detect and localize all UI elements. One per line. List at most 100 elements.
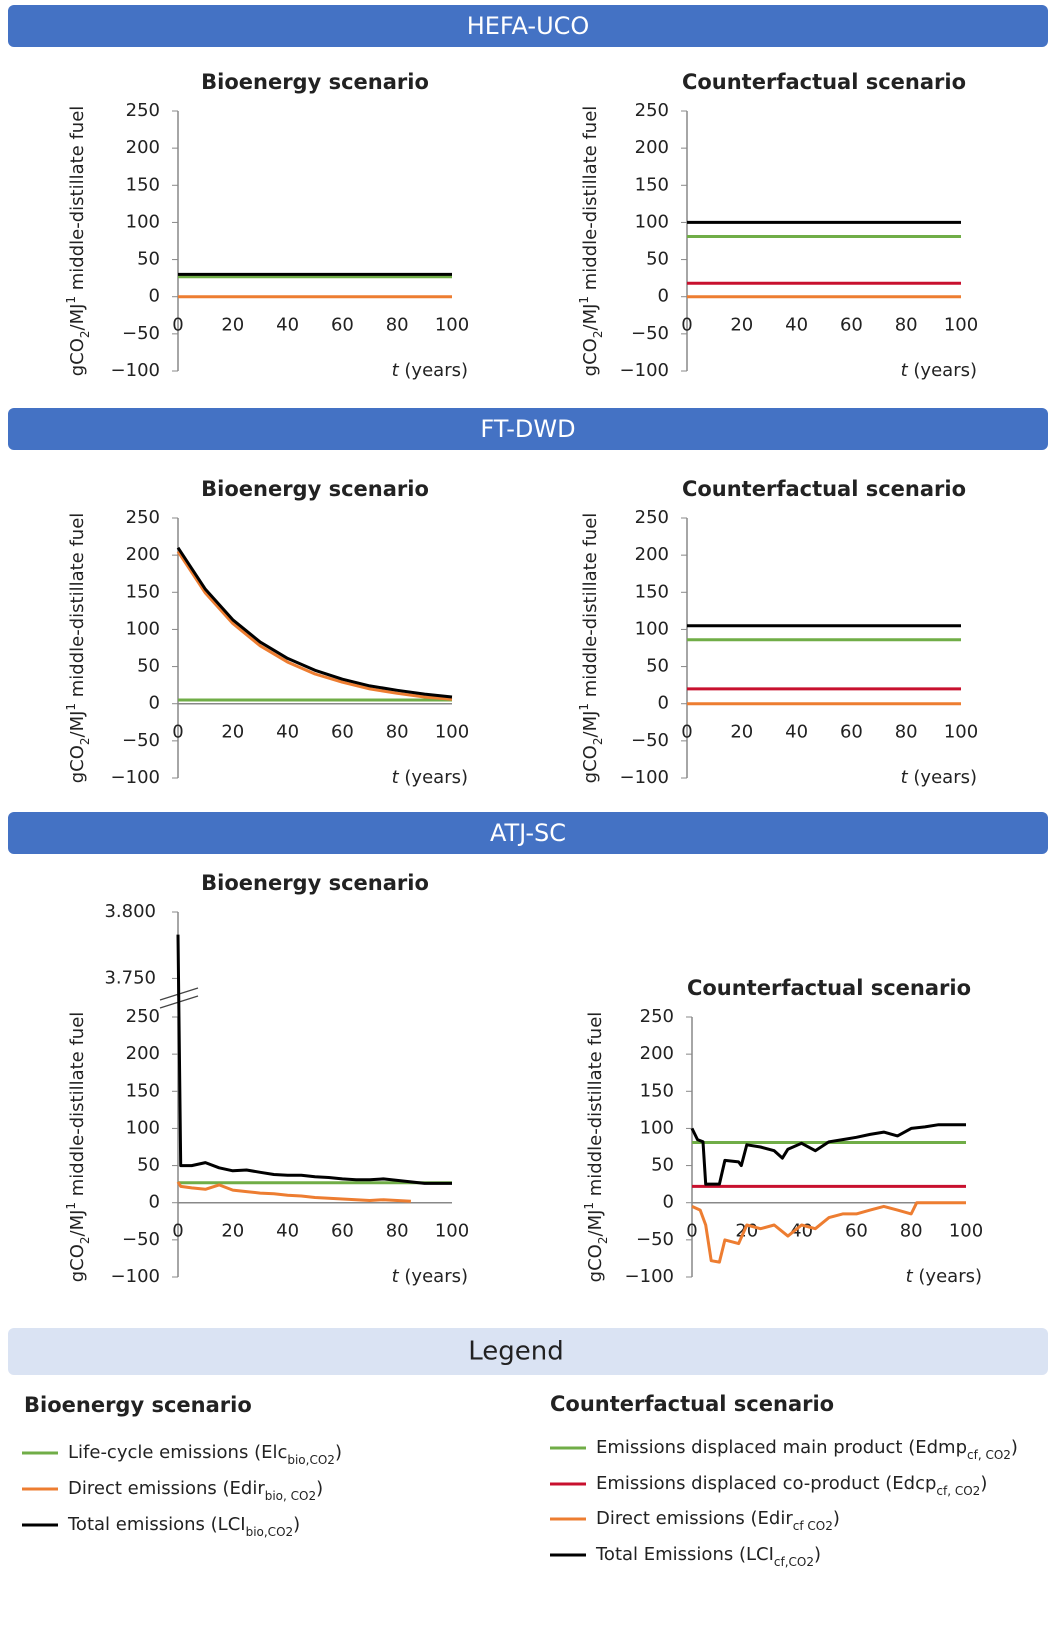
y-axis-label: gCO2/MJ1 middle-distillate fuel xyxy=(577,106,605,377)
y-axis-label: gCO2/MJ1 middle-distillate fuel xyxy=(577,513,605,784)
y-axis-label-part: 1 xyxy=(64,703,78,711)
data-line xyxy=(176,550,453,701)
x-axis-label: t (years) xyxy=(392,1266,468,1287)
x-axis-label-part: (years) xyxy=(908,360,977,381)
y-tick-label: 200 xyxy=(635,137,669,158)
y-axis-label-part: gCO xyxy=(67,338,88,376)
data-line xyxy=(176,1181,411,1203)
y-tick-label: 50 xyxy=(137,1155,160,1176)
y-tick-label: 150 xyxy=(635,581,669,602)
x-tick-label: 0 xyxy=(681,722,692,743)
y-tick-label: −50 xyxy=(631,323,669,344)
y-tick-label: 0 xyxy=(658,693,669,714)
legend-label-end: ) xyxy=(293,1514,300,1535)
legend-label-sub: cf, CO2 xyxy=(936,1484,980,1498)
y-tick-label: 200 xyxy=(640,1043,674,1064)
section-bar xyxy=(8,408,1048,450)
y-tick-label: −50 xyxy=(122,1229,160,1250)
y-tick-label: −50 xyxy=(631,730,669,751)
y-tick-label: −100 xyxy=(620,360,669,381)
legend-label-end: ) xyxy=(814,1544,821,1565)
x-tick-label: 100 xyxy=(944,315,978,336)
legend-label: Total Emissions (LCIcf,CO2) xyxy=(595,1544,821,1569)
x-axis-label-part: t xyxy=(392,360,400,381)
legend-label-text: Emissions displaced co-product (Edcp xyxy=(596,1473,936,1494)
x-axis-label-part: (years) xyxy=(908,767,977,788)
x-axis-label-part: (years) xyxy=(399,767,468,788)
legend-label: Direct emissions (Edirbio, CO2) xyxy=(68,1478,323,1503)
y-tick-label: 100 xyxy=(635,211,669,232)
legend-label-text: Emissions displaced main product (Edmp xyxy=(596,1437,967,1458)
y-tick-label: 3.750 xyxy=(104,967,156,988)
y-tick-label: 100 xyxy=(640,1117,674,1138)
y-tick-label: 100 xyxy=(635,618,669,639)
y-axis-label: gCO2/MJ1 middle-distillate fuel xyxy=(582,1012,610,1283)
chart-title: Counterfactual scenario xyxy=(687,976,971,1000)
y-axis-label-part: 2 xyxy=(591,737,605,745)
y-tick-label: −100 xyxy=(111,1266,160,1287)
x-tick-label: 100 xyxy=(435,315,469,336)
y-tick-label: 0 xyxy=(149,1192,160,1213)
x-axis-label: t (years) xyxy=(901,767,977,788)
x-tick-label: 60 xyxy=(840,722,863,743)
y-tick-label: 50 xyxy=(646,656,669,677)
x-tick-label: 0 xyxy=(681,315,692,336)
legend-label-text: Total emissions (LCI xyxy=(67,1514,246,1535)
y-axis-label-part: 2 xyxy=(596,1236,610,1244)
x-axis-label-part: t xyxy=(906,1266,914,1287)
y-tick-label: 250 xyxy=(126,1006,160,1027)
legend-label-sub: bio, CO2 xyxy=(265,1489,316,1503)
legend-label-sub: cf, CO2 xyxy=(967,1448,1011,1462)
x-axis-label-part: (years) xyxy=(913,1266,982,1287)
y-tick-label: 150 xyxy=(635,174,669,195)
section-title: HEFA-UCO xyxy=(467,12,590,40)
y-tick-label: 0 xyxy=(149,286,160,307)
y-tick-label: 150 xyxy=(126,1080,160,1101)
x-tick-label: 40 xyxy=(276,315,299,336)
x-axis-label-part: t xyxy=(392,767,400,788)
y-axis-label-part: middle-distillate fuel xyxy=(580,513,601,703)
legend-label-end: ) xyxy=(980,1473,987,1494)
y-axis-label-part: gCO xyxy=(67,745,88,783)
y-axis-label-part: 1 xyxy=(582,1202,596,1210)
x-tick-label: 40 xyxy=(785,722,808,743)
legend-label-text: Total Emissions (LCI xyxy=(595,1544,774,1565)
x-tick-label: 20 xyxy=(221,722,244,743)
legend-label-end: ) xyxy=(316,1478,323,1499)
legend-title: Legend xyxy=(468,1337,564,1367)
chart-title: Bioenergy scenario xyxy=(201,477,429,501)
legend-label-text: Direct emissions (Edir xyxy=(68,1478,265,1499)
y-axis-label-part: 1 xyxy=(64,296,78,304)
y-tick-label: 150 xyxy=(126,174,160,195)
y-axis-label-part: middle-distillate fuel xyxy=(585,1012,606,1202)
y-tick-label: 50 xyxy=(646,249,669,270)
x-tick-label: 20 xyxy=(730,315,753,336)
y-tick-label: 150 xyxy=(640,1080,674,1101)
legend-label: Emissions displaced main product (Edmpcf… xyxy=(596,1437,1018,1462)
y-axis-label: gCO2/MJ1 middle-distillate fuel xyxy=(64,1012,92,1283)
legend-label: Direct emissions (Edircf CO2) xyxy=(596,1508,840,1533)
section-title: ATJ-SC xyxy=(490,819,566,847)
x-tick-label: 20 xyxy=(221,315,244,336)
x-tick-label: 60 xyxy=(845,1221,868,1242)
y-axis-label-part: 2 xyxy=(591,330,605,338)
y-tick-label: 3.800 xyxy=(104,901,156,922)
x-tick-label: 20 xyxy=(730,722,753,743)
x-tick-label: 80 xyxy=(895,722,918,743)
y-axis-label-part: gCO xyxy=(580,338,601,376)
y-axis-label-part: /MJ xyxy=(580,304,601,331)
legend-label-sub: bio,CO2 xyxy=(287,1453,335,1467)
y-axis-label-part: /MJ xyxy=(585,1210,606,1237)
y-tick-label: 100 xyxy=(126,618,160,639)
y-tick-label: 200 xyxy=(126,544,160,565)
y-axis-label-part: middle-distillate fuel xyxy=(67,106,88,296)
chart-title: Counterfactual scenario xyxy=(682,70,966,94)
y-tick-label: −50 xyxy=(122,323,160,344)
y-axis-label: gCO2/MJ1 middle-distillate fuel xyxy=(64,106,92,377)
y-axis-label-part: middle-distillate fuel xyxy=(67,1012,88,1202)
y-tick-label: 50 xyxy=(137,249,160,270)
legend-label-sub: cf,CO2 xyxy=(774,1555,814,1569)
x-tick-label: 60 xyxy=(331,722,354,743)
y-axis-label-part: gCO xyxy=(580,745,601,783)
y-tick-label: 0 xyxy=(663,1192,674,1213)
